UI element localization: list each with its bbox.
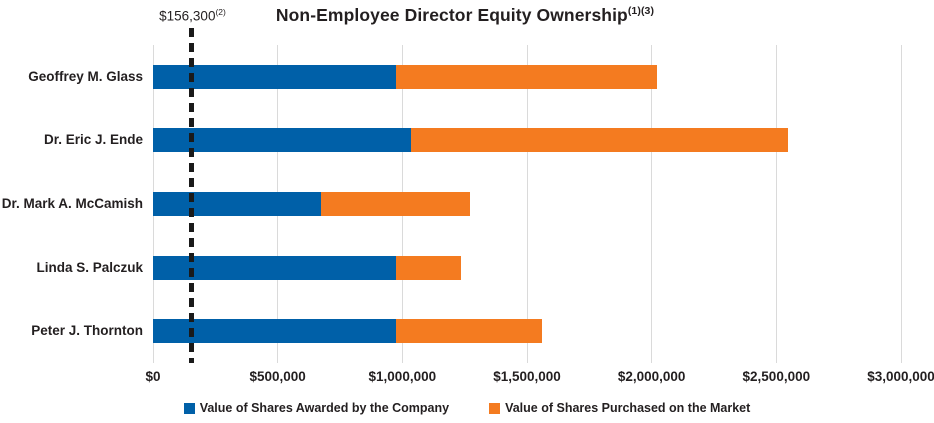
bar-row xyxy=(153,255,461,280)
category-label: Dr. Mark A. McCamish xyxy=(1,196,143,211)
x-axis-tick-label: $500,000 xyxy=(249,369,306,384)
chart-title-text: Non-Employee Director Equity Ownership xyxy=(275,5,628,25)
bar-purchased-segment xyxy=(396,319,542,344)
legend-item: Value of Shares Awarded by the Company xyxy=(183,401,450,415)
x-axis-tick-label: $2,000,000 xyxy=(617,369,686,384)
bar-awarded-segment xyxy=(153,128,412,153)
reference-line-label: $156,300(2) xyxy=(132,7,253,24)
bar-row xyxy=(153,64,657,89)
chart-title-footnotes: (1)(3) xyxy=(627,5,655,18)
bar-awarded-segment xyxy=(153,192,322,216)
chart-title: Non-Employee Director Equity Ownership(1… xyxy=(170,5,760,26)
legend: Value of Shares Awarded by the Company Va… xyxy=(0,401,934,415)
gridline xyxy=(900,45,902,363)
bar-row xyxy=(153,128,788,153)
legend-swatch xyxy=(489,402,501,414)
category-label: Geoffrey M. Glass xyxy=(28,68,143,84)
x-axis-tick-label: $3,000,000 xyxy=(867,369,934,384)
plot-area xyxy=(152,45,902,363)
reference-dashed-line xyxy=(189,28,195,363)
x-axis-tick-label: $1,000,000 xyxy=(368,369,437,384)
x-axis-tick-label: $2,500,000 xyxy=(742,369,811,384)
bar-row xyxy=(153,319,542,344)
x-axis-tick-label: $1,500,000 xyxy=(493,369,561,384)
x-axis-tick-label: $0 xyxy=(145,369,161,384)
bar-purchased-segment xyxy=(396,255,461,280)
category-label: Dr. Eric J. Ende xyxy=(43,132,143,148)
legend-label: Value of Shares Awarded by the Company xyxy=(199,401,450,415)
gridline xyxy=(651,45,653,363)
legend-swatch xyxy=(183,402,195,414)
legend-item: Value of Shares Purchased on the Market xyxy=(489,401,750,415)
bar-purchased-segment xyxy=(411,128,788,153)
bar-purchased-segment xyxy=(396,64,657,89)
reference-line-value: $156,300 xyxy=(159,8,216,24)
bar-purchased-segment xyxy=(321,192,470,216)
reference-line-footnote: (2) xyxy=(215,7,226,17)
legend-label: Value of Shares Purchased on the Market xyxy=(505,401,751,415)
gridline xyxy=(775,45,777,363)
bar-row xyxy=(153,192,470,216)
gridline xyxy=(526,45,528,363)
category-label: Peter J. Thornton xyxy=(31,323,143,339)
category-label: Linda S. Palczuk xyxy=(36,259,143,275)
